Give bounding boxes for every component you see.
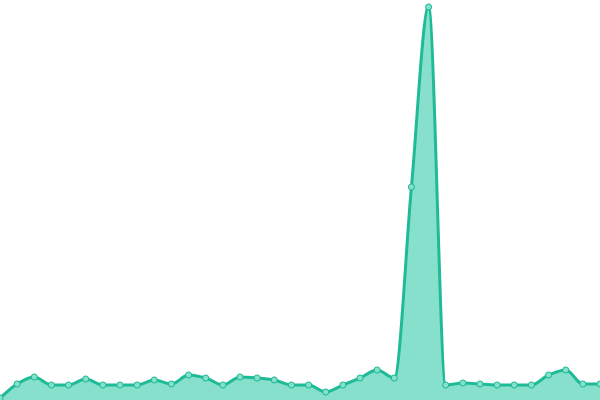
area-line [0, 5, 600, 400]
data-point [82, 375, 90, 383]
data-point [510, 381, 518, 389]
data-point [390, 374, 398, 382]
data-point [236, 373, 244, 381]
data-point [185, 371, 193, 379]
data-point [133, 381, 141, 389]
data-point [253, 374, 261, 382]
data-point [0, 394, 4, 400]
data-point [270, 376, 278, 384]
data-point [459, 379, 467, 387]
data-point [305, 381, 313, 389]
data-point [339, 381, 347, 389]
data-point [356, 374, 364, 382]
data-point [373, 366, 381, 374]
data-point [562, 366, 570, 374]
data-point [65, 381, 73, 389]
data-point [99, 381, 107, 389]
area-fill [0, 7, 600, 400]
data-point [425, 3, 433, 11]
data-point [596, 380, 600, 388]
data-point [527, 381, 535, 389]
data-point [579, 380, 587, 388]
data-point [150, 376, 158, 384]
data-point [322, 388, 330, 396]
data-point [47, 381, 55, 389]
data-point [442, 381, 450, 389]
data-point [167, 380, 175, 388]
data-point [13, 380, 21, 388]
data-point [30, 373, 38, 381]
data-point [219, 381, 227, 389]
data-point [202, 374, 210, 382]
data-point [116, 381, 124, 389]
data-point [287, 381, 295, 389]
data-point [545, 371, 553, 379]
data-point [407, 183, 415, 191]
data-point [493, 381, 501, 389]
data-point [476, 380, 484, 388]
